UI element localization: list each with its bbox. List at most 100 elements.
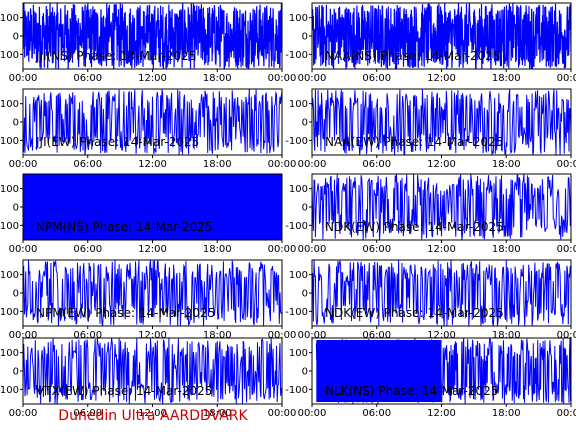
x-tick-label-naa-ew-1: 06:00 <box>362 159 391 170</box>
x-tick-label-naa-ns-1: 06:00 <box>362 73 391 84</box>
x-tick-label-ndk-ew-a-1: 06:00 <box>362 244 391 255</box>
x-tick-label-nlk-ns-0: 00:00 <box>298 408 327 419</box>
y-tick-label-nlk-ns-1: 0 <box>302 367 308 378</box>
y-tick-label-npm-ns-2: -100 <box>0 221 19 232</box>
x-tick-label-ndk-ew-b-3: 18:00 <box>492 330 521 341</box>
y-tick-label-ndk-ew-a-0: 100 <box>289 184 308 195</box>
y-tick-label-naa-ns-0: 100 <box>289 13 308 24</box>
y-tick-label-naa-ns-1: 0 <box>302 32 308 43</box>
panel-vtx-ew: 100 0 -100 00:00 06:00 12:00 18:00 00:00 VTX(EW)… <box>0 337 297 419</box>
y-tick-label-jji-ns-2: -100 <box>0 50 19 61</box>
x-tick-label-naa-ew-0: 00:00 <box>298 159 327 170</box>
x-tick-label-npm-ew-3: 18:00 <box>203 330 232 341</box>
x-tick-label-naa-ns-2: 12:00 <box>427 73 456 84</box>
x-tick-label-ndk-ew-b-4: 00:00 <box>557 330 576 341</box>
y-tick-label-npm-ew-2: -100 <box>0 307 19 318</box>
panel-nlk-ns: 100 0 -100 00:00 06:00 12:00 18:00 00:00 NLK(NS)… <box>285 337 576 419</box>
x-tick-label-npm-ew-4: 00:00 <box>268 330 297 341</box>
x-tick-label-ndk-ew-a-4: 00:00 <box>557 244 576 255</box>
x-tick-label-naa-ns-3: 18:00 <box>492 73 521 84</box>
y-tick-label-jji-ew-2: -100 <box>0 136 19 147</box>
y-tick-label-npm-ns-0: 100 <box>0 184 19 195</box>
panel-title-naa-ew: NAA(EW) Phase: 14-Mar-2025 <box>325 135 503 149</box>
x-tick-label-vtx-ew-2: 12:00 <box>138 408 167 419</box>
y-tick-label-npm-ew-0: 100 <box>0 270 19 281</box>
y-tick-label-naa-ns-2: -100 <box>285 50 308 61</box>
y-tick-label-npm-ns-1: 0 <box>13 203 19 214</box>
panel-naa-ew: 100 0 -100 00:00 06:00 12:00 18:00 00:00 NAA(EW)… <box>285 88 576 170</box>
phase-trace-vtx-ew <box>23 338 282 404</box>
panel-npm-ew: 100 0 -100 00:00 06:00 12:00 18:00 00:00 NPM(EW)… <box>0 259 297 341</box>
x-tick-label-ndk-ew-a-2: 12:00 <box>427 244 456 255</box>
y-tick-label-jji-ns-0: 100 <box>0 13 19 24</box>
x-tick-label-npm-ns-2: 12:00 <box>138 244 167 255</box>
panel-ndk-ew-b: 100 0 -100 00:00 06:00 12:00 18:00 00:00 NDK(EW)… <box>285 259 576 341</box>
panel-title-jji-ew: JJI(EW) Phase: 14-Mar-2025 <box>35 135 199 149</box>
x-tick-label-vtx-ew-1: 06:00 <box>73 408 102 419</box>
x-tick-label-vtx-ew-3: 18:00 <box>203 408 232 419</box>
phase-trace-npm-ns <box>23 174 282 240</box>
y-tick-label-naa-ew-0: 100 <box>289 99 308 110</box>
panel-grid: 100 0 -100 00:00 06:00 12:00 18:00 00:00 JJI(NS)… <box>0 2 576 419</box>
panel-title-npm-ew: NPM(EW) Phase: 14-Mar-2025 <box>36 306 215 320</box>
x-tick-label-jji-ew-0: 00:00 <box>9 159 38 170</box>
panel-jji-ns: 100 0 -100 00:00 06:00 12:00 18:00 00:00 JJI(NS)… <box>0 2 296 84</box>
x-tick-label-nlk-ns-4: 00:00 <box>557 408 576 419</box>
panel-title-npm-ns: NPM(NS) Phase: 14-Mar-2025 <box>36 220 212 234</box>
x-tick-label-jji-ns-2: 12:00 <box>138 73 167 84</box>
x-tick-label-jji-ew-2: 12:00 <box>138 159 167 170</box>
x-tick-label-jji-ew-3: 18:00 <box>203 159 232 170</box>
y-tick-label-jji-ew-1: 0 <box>13 118 19 129</box>
panel-title-vtx-ew: VTX(EW) Phase: 14-Mar-2025 <box>36 384 212 398</box>
x-tick-label-npm-ns-0: 00:00 <box>9 244 38 255</box>
y-tick-label-jji-ns-1: 0 <box>13 32 19 43</box>
phase-trace-naa-ns <box>312 3 571 69</box>
x-tick-label-jji-ew-4: 00:00 <box>268 159 297 170</box>
x-tick-label-npm-ew-2: 12:00 <box>138 330 167 341</box>
phase-trace-ndk-ew-b <box>312 260 571 326</box>
x-tick-label-ndk-ew-b-1: 06:00 <box>362 330 391 341</box>
x-tick-label-nlk-ns-2: 12:00 <box>427 408 456 419</box>
x-tick-label-naa-ew-3: 18:00 <box>492 159 521 170</box>
x-tick-label-npm-ns-1: 06:00 <box>73 244 102 255</box>
x-tick-label-nlk-ns-1: 06:00 <box>362 408 391 419</box>
x-tick-label-vtx-ew-0: 00:00 <box>9 408 38 419</box>
x-tick-label-npm-ew-0: 00:00 <box>9 330 38 341</box>
y-tick-label-nlk-ns-2: -100 <box>285 385 308 396</box>
panel-title-nlk-ns: NLK(NS) Phase: 14-Mar-2025 <box>325 384 498 398</box>
x-tick-label-ndk-ew-a-0: 00:00 <box>298 244 327 255</box>
panel-naa-ns: 100 0 -100 00:00 06:00 12:00 18:00 00:00 NAA(NS)… <box>285 2 576 84</box>
footer-label: Dunedin Ultra AARDDVARK <box>58 408 248 424</box>
phase-trace-jji-ew <box>23 89 282 155</box>
x-tick-label-naa-ns-4: 00:00 <box>557 73 576 84</box>
panel-title-ndk-ew-b: NDK(EW) Phase: 14-Mar-2025 <box>325 306 504 320</box>
x-tick-label-jji-ns-3: 18:00 <box>203 73 232 84</box>
y-tick-label-ndk-ew-a-2: -100 <box>285 221 308 232</box>
y-tick-label-ndk-ew-a-1: 0 <box>302 203 308 214</box>
x-tick-label-naa-ns-0: 00:00 <box>298 73 327 84</box>
panel-npm-ns: 100 0 -100 00:00 06:00 12:00 18:00 00:00 NPM(NS)… <box>0 173 296 255</box>
y-tick-label-ndk-ew-b-2: -100 <box>285 307 308 318</box>
x-tick-label-jji-ns-0: 00:00 <box>9 73 38 84</box>
panel-title-naa-ns: NAA(NS) Phase: 14-Mar-2025 <box>325 49 501 63</box>
y-tick-label-naa-ew-1: 0 <box>302 118 308 129</box>
x-tick-label-vtx-ew-4: 00:00 <box>268 408 297 419</box>
x-tick-label-ndk-ew-a-3: 18:00 <box>492 244 521 255</box>
panel-ndk-ew-a: 100 0 -100 00:00 06:00 12:00 18:00 00:00 NDK(EW)… <box>285 173 576 255</box>
phase-trace-npm-ew <box>23 260 282 326</box>
x-tick-label-jji-ew-1: 06:00 <box>73 159 102 170</box>
phase-trace-block-nlk-ns <box>316 340 442 402</box>
y-tick-label-vtx-ew-0: 100 <box>0 348 19 359</box>
y-tick-label-vtx-ew-2: -100 <box>0 385 19 396</box>
y-tick-label-naa-ew-2: -100 <box>285 136 308 147</box>
y-tick-label-nlk-ns-0: 100 <box>289 348 308 359</box>
x-tick-label-npm-ns-3: 18:00 <box>203 244 232 255</box>
x-tick-label-naa-ew-4: 00:00 <box>557 159 576 170</box>
y-tick-label-ndk-ew-b-0: 100 <box>289 270 308 281</box>
phase-trace-naa-ew <box>312 89 571 155</box>
y-tick-label-npm-ew-1: 0 <box>13 289 19 300</box>
x-tick-label-npm-ew-1: 06:00 <box>73 330 102 341</box>
x-tick-label-naa-ew-2: 12:00 <box>427 159 456 170</box>
x-tick-label-nlk-ns-3: 18:00 <box>492 408 521 419</box>
